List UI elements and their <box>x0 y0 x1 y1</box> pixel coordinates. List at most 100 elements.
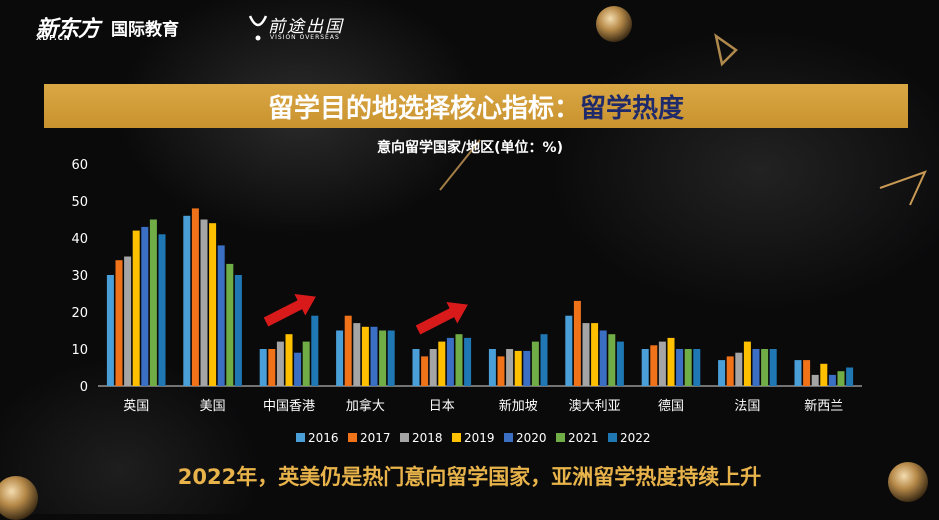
bar-2022-中国香港 <box>311 315 319 386</box>
legend-swatch-2020 <box>504 433 513 442</box>
bar-2020-加拿大 <box>370 326 378 386</box>
chart-title: 意向留学国家/地区(单位：%) <box>377 139 563 156</box>
legend-swatch-2019 <box>452 433 461 442</box>
legend-label-2019: 2019 <box>464 431 495 445</box>
bar-2016-法国 <box>718 360 726 386</box>
bar-2021-中国香港 <box>302 341 310 386</box>
logo-partner-script: 前途出国 <box>268 17 344 37</box>
bar-2019-中国香港 <box>285 334 293 386</box>
legend-label-2022: 2022 <box>620 431 651 445</box>
bar-2018-德国 <box>658 341 666 386</box>
bar-2018-法国 <box>735 352 743 386</box>
x-tick-label: 中国香港 <box>263 399 315 414</box>
bar-2018-澳大利亚 <box>582 323 590 386</box>
footer-summary: 2022年，英美仍是热门意向留学国家，亚洲留学热度持续上升 <box>177 465 762 489</box>
y-tick-label: 60 <box>71 158 88 173</box>
logo-xdf: 新东方 XDF.CN 国际教育 <box>36 10 179 44</box>
logo-brand: 新东方 <box>36 17 100 42</box>
legend-label-2018: 2018 <box>412 431 443 445</box>
x-tick-label: 新西兰 <box>804 398 843 414</box>
bar-2019-法国 <box>743 341 751 386</box>
bar-2019-英国 <box>132 230 140 386</box>
x-tick-label: 澳大利亚 <box>569 398 621 414</box>
legend-swatch-2018 <box>400 433 409 442</box>
bar-2019-德国 <box>667 337 675 386</box>
bar-2016-澳大利亚 <box>565 315 573 386</box>
bar-2017-法国 <box>726 356 734 386</box>
legend-label-2020: 2020 <box>516 431 547 445</box>
decor-triangle-icon <box>714 33 738 67</box>
bar-2019-澳大利亚 <box>591 323 599 386</box>
bar-2020-中国香港 <box>294 352 302 386</box>
bar-2020-德国 <box>676 349 684 386</box>
bar-2019-新加坡 <box>514 350 522 386</box>
legend-label-2017: 2017 <box>360 431 391 445</box>
bar-2022-美国 <box>234 275 242 386</box>
bar-2020-日本 <box>446 337 454 386</box>
bar-2016-新西兰 <box>794 360 802 386</box>
bar-2021-英国 <box>149 219 157 386</box>
bar-2021-加拿大 <box>379 330 387 386</box>
logo-division: 国际教育 <box>111 19 180 40</box>
bar-2020-法国 <box>752 349 760 386</box>
bar-2017-新西兰 <box>803 360 811 386</box>
y-tick-label: 0 <box>80 380 88 395</box>
logo-partner-sub: VISION OVERSEAS <box>270 34 340 41</box>
bar-2018-加拿大 <box>353 323 361 386</box>
bar-2022-日本 <box>464 337 472 386</box>
title-highlight: 留学热度 <box>580 93 685 124</box>
y-tick-label: 50 <box>71 195 88 210</box>
bar-2017-加拿大 <box>344 315 352 386</box>
bars-layer <box>106 208 854 386</box>
bar-2022-澳大利亚 <box>616 341 624 386</box>
bar-2017-中国香港 <box>268 349 276 386</box>
legend-label-2016: 2016 <box>308 431 339 445</box>
bar-2021-德国 <box>684 349 692 386</box>
bar-2019-美国 <box>209 223 217 386</box>
x-tick-label: 日本 <box>429 399 455 414</box>
legend-swatch-2022 <box>608 433 617 442</box>
vision-emblem-icon <box>248 15 268 41</box>
bar-2020-美国 <box>217 245 225 386</box>
bar-2021-新加坡 <box>531 341 539 386</box>
bar-2022-英国 <box>158 234 166 386</box>
arrows-layer <box>263 294 468 335</box>
x-tick-label: 德国 <box>658 399 684 414</box>
bar-2020-英国 <box>141 226 149 386</box>
bar-2017-澳大利亚 <box>573 300 581 386</box>
bar-2017-日本 <box>421 356 429 386</box>
bar-2016-英国 <box>106 275 114 386</box>
y-tick-label: 10 <box>71 343 88 358</box>
bar-2018-新加坡 <box>506 349 514 386</box>
bar-2017-德国 <box>650 345 658 386</box>
bar-2017-英国 <box>115 260 123 386</box>
decor-gold-line <box>439 139 481 191</box>
bar-2020-澳大利亚 <box>599 330 607 386</box>
bar-2016-美国 <box>183 215 191 386</box>
bar-2016-加拿大 <box>336 330 344 386</box>
bar-2018-英国 <box>124 256 132 386</box>
legend-swatch-2021 <box>556 433 565 442</box>
x-tick-label: 美国 <box>200 399 226 414</box>
x-tick-label: 英国 <box>123 399 149 414</box>
title-banner: 留学目的地选择核心指标： 留学热度 <box>44 84 908 128</box>
bar-2020-新西兰 <box>828 374 836 386</box>
bar-2018-中国香港 <box>276 341 284 386</box>
bar-2021-日本 <box>455 334 463 386</box>
bar-2018-美国 <box>200 219 208 386</box>
bar-2022-新加坡 <box>540 334 548 386</box>
bar-2022-加拿大 <box>387 330 395 386</box>
decor-triangle-icon-2 <box>879 170 927 206</box>
bar-2018-新西兰 <box>811 374 819 386</box>
bar-2021-美国 <box>226 263 234 386</box>
logo-vision-overseas: 前途出国 VISION OVERSEAS <box>246 10 356 44</box>
bar-2021-法国 <box>761 349 769 386</box>
bar-2016-新加坡 <box>488 349 496 386</box>
trend-arrow-icon-2 <box>415 302 468 335</box>
decor-orb-top <box>596 6 632 42</box>
decor-orb-bottom-right <box>888 462 928 502</box>
legend-swatch-2017 <box>348 433 357 442</box>
decor-orb-bottom-left <box>0 476 38 520</box>
bar-2018-日本 <box>429 349 437 386</box>
